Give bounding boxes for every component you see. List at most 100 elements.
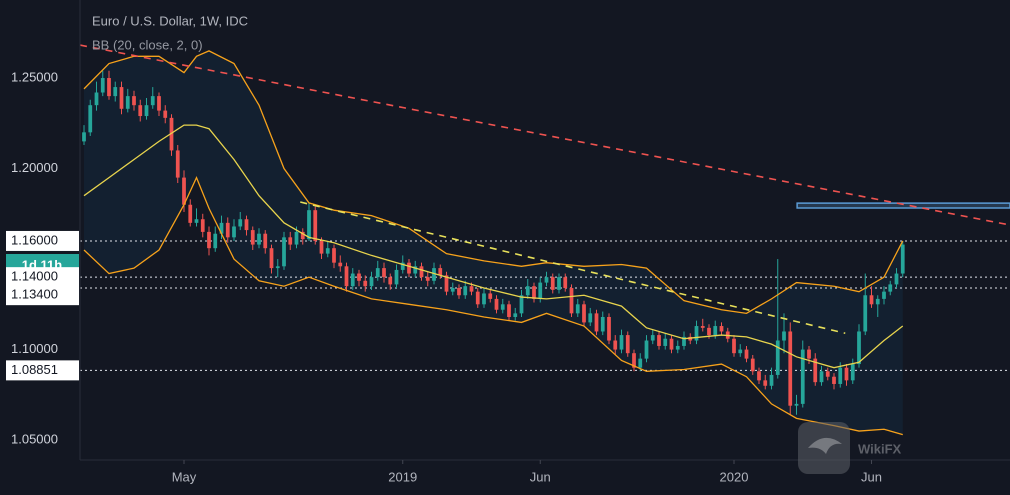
candle-body xyxy=(819,371,824,383)
candle-body xyxy=(194,219,199,223)
candle-body xyxy=(788,331,793,406)
candle-body xyxy=(550,277,555,290)
candle-body xyxy=(650,335,655,341)
candle-body xyxy=(757,371,761,381)
candle-body xyxy=(250,230,255,245)
candle-body xyxy=(375,268,380,278)
candle-body xyxy=(294,231,299,245)
candle-body xyxy=(732,338,736,354)
x-tick-label: Jun xyxy=(861,469,882,484)
x-tick-label: 2019 xyxy=(388,469,417,484)
candle-body xyxy=(832,376,836,384)
candle-body xyxy=(638,358,643,368)
candle-body xyxy=(238,219,243,227)
candle-body xyxy=(763,380,768,386)
trend-line xyxy=(79,44,1010,226)
candle-body xyxy=(657,335,661,346)
bb-line xyxy=(83,50,904,315)
candle-body xyxy=(744,349,749,359)
candle-body xyxy=(494,298,499,310)
candle-body xyxy=(675,345,680,350)
candle-body xyxy=(144,105,149,117)
candle-body xyxy=(113,87,118,97)
candle-body xyxy=(138,105,143,117)
candle-body xyxy=(707,327,711,336)
candle-body xyxy=(369,277,374,287)
candle-body xyxy=(357,273,361,281)
candle-body xyxy=(219,222,224,234)
candle-body xyxy=(119,87,124,109)
candle-body xyxy=(825,371,830,377)
candle-body xyxy=(132,96,136,106)
candle-body xyxy=(125,96,130,109)
candle-body xyxy=(200,219,205,232)
candle-body xyxy=(225,222,230,238)
x-tick-label: Jun xyxy=(530,469,551,484)
bb-line xyxy=(83,124,904,369)
candle-body xyxy=(888,284,893,292)
chart-title: Euro / U.S. Dollar, 1W, IDC xyxy=(92,13,248,28)
candle-body xyxy=(900,244,905,274)
candle-body xyxy=(107,78,111,97)
y-tick-label: 1.08851 xyxy=(11,362,58,377)
y-tick-box xyxy=(6,230,79,251)
candle-body xyxy=(413,266,418,274)
candle-body xyxy=(82,132,86,142)
candle-body xyxy=(425,277,430,281)
price-zone xyxy=(796,202,1010,209)
candle-body xyxy=(582,304,586,323)
candle-body xyxy=(88,105,93,133)
candle-body xyxy=(519,295,524,314)
watermark-text: WikiFX xyxy=(858,441,902,456)
candle-body xyxy=(857,331,861,365)
candle-body xyxy=(475,291,480,305)
candle-body xyxy=(625,335,630,354)
y-tick-label: 1.20000 xyxy=(11,160,58,175)
y-tick-box xyxy=(6,267,79,288)
candle-body xyxy=(363,280,368,287)
candle-body xyxy=(269,248,274,269)
candle-body xyxy=(838,367,843,384)
candle-body xyxy=(100,78,105,93)
candle-body xyxy=(863,295,868,332)
candle-body xyxy=(738,349,743,354)
candle-body xyxy=(719,326,724,332)
candle-body xyxy=(532,286,536,299)
candle-body xyxy=(594,313,599,332)
candle-body xyxy=(182,177,186,205)
candle-body xyxy=(438,268,443,276)
candle-body xyxy=(344,266,349,287)
candle-body xyxy=(588,313,593,323)
candle-body xyxy=(169,117,174,151)
candle-body xyxy=(325,248,330,254)
trend-line xyxy=(300,201,846,335)
candle-body xyxy=(94,92,99,106)
y-tick-label: 1.14000 xyxy=(11,269,58,284)
candle-body xyxy=(232,226,236,238)
candle-body xyxy=(150,96,155,106)
candle-body xyxy=(207,231,211,249)
candle-body xyxy=(813,358,818,383)
candle-body xyxy=(750,358,755,372)
candle-body xyxy=(338,262,343,267)
candle-body xyxy=(600,316,605,332)
candle-body xyxy=(544,277,549,283)
x-tick-label: May xyxy=(172,469,197,484)
candle-body xyxy=(525,286,530,296)
candle-body xyxy=(563,277,568,289)
candle-body xyxy=(513,313,518,317)
candle-body xyxy=(275,266,280,269)
y-tick-box xyxy=(6,285,79,306)
candle-body xyxy=(244,219,249,231)
candle-body xyxy=(882,291,886,299)
candle-body xyxy=(175,150,180,178)
plot-area xyxy=(79,44,1010,436)
candle-body xyxy=(450,288,455,292)
watermark-glyph xyxy=(808,437,842,454)
candle-body xyxy=(313,210,318,241)
y-tick-label: 1.16000 xyxy=(11,232,58,247)
candle-body xyxy=(782,331,786,341)
candle-body xyxy=(844,367,849,381)
candle-body xyxy=(800,349,805,404)
